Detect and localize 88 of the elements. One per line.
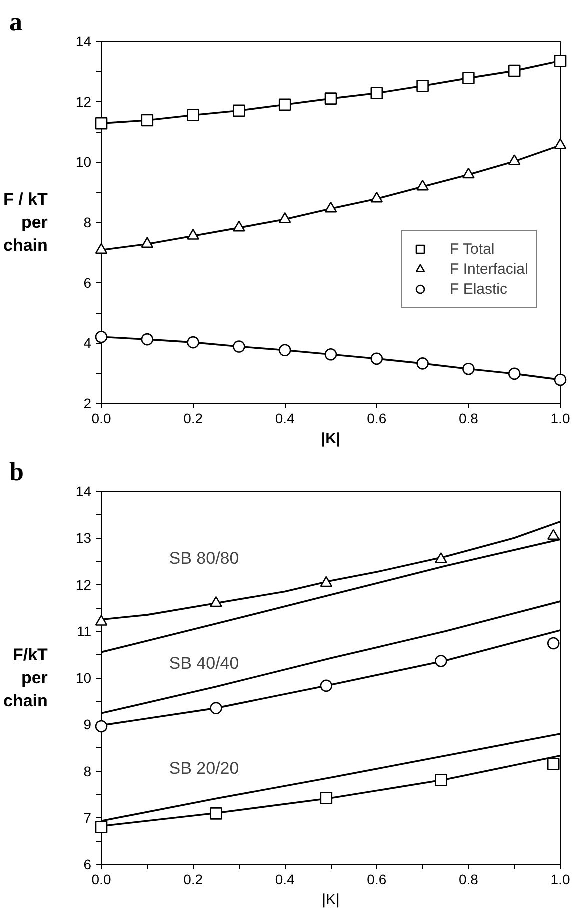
point bbox=[435, 552, 448, 564]
annotation: SB 80/80 bbox=[169, 548, 240, 568]
y-axis-title: F/kT per chain bbox=[4, 646, 49, 710]
point bbox=[320, 680, 333, 692]
y-tick-label: 8 bbox=[84, 214, 92, 230]
x-tick-label: 0.0 bbox=[92, 410, 112, 426]
legend-label: F Total bbox=[450, 240, 495, 258]
point bbox=[95, 243, 108, 254]
point bbox=[416, 80, 429, 92]
x-axis-title: |K| bbox=[322, 892, 340, 908]
x-axis-title: |K| bbox=[321, 430, 341, 448]
point bbox=[416, 358, 429, 370]
y-tick-label: 14 bbox=[76, 34, 92, 50]
x-tick-label: 1.0 bbox=[550, 872, 570, 888]
point bbox=[95, 615, 108, 626]
y-tick-label: 4 bbox=[84, 335, 92, 352]
y-tick-label: 14 bbox=[76, 484, 92, 500]
x-tick-label: 1.0 bbox=[550, 410, 570, 426]
point bbox=[462, 168, 475, 179]
point bbox=[278, 344, 292, 357]
point bbox=[233, 220, 246, 232]
point bbox=[187, 229, 200, 240]
point bbox=[554, 138, 567, 150]
point bbox=[370, 352, 384, 365]
x-tick-label: 0.2 bbox=[184, 872, 204, 888]
point bbox=[554, 374, 567, 386]
y-tick-label: 12 bbox=[76, 94, 92, 110]
point bbox=[141, 114, 154, 127]
point bbox=[187, 109, 200, 122]
point bbox=[462, 362, 475, 376]
point bbox=[547, 529, 560, 540]
point bbox=[233, 340, 246, 353]
y-tick-label: 11 bbox=[76, 623, 92, 640]
x-tick-label: 0.4 bbox=[275, 872, 296, 888]
x-tick-label: 0.8 bbox=[458, 872, 479, 888]
x-tick-label: 0.0 bbox=[92, 872, 112, 888]
point bbox=[508, 64, 521, 78]
point bbox=[187, 336, 200, 349]
point bbox=[508, 154, 521, 166]
point bbox=[320, 576, 333, 588]
point bbox=[210, 808, 222, 820]
y-tick-label: 6 bbox=[84, 274, 92, 291]
y-tick-label: 10 bbox=[76, 154, 92, 170]
point bbox=[547, 637, 560, 650]
x-tick-label: 0.2 bbox=[184, 410, 204, 426]
annotation: SB 20/20 bbox=[169, 759, 240, 778]
point bbox=[210, 596, 222, 608]
point bbox=[547, 758, 560, 770]
point bbox=[278, 212, 292, 224]
point bbox=[370, 192, 384, 203]
y-tick-label: 8 bbox=[84, 763, 92, 780]
point bbox=[416, 180, 429, 191]
point bbox=[210, 702, 222, 714]
y-tick-label: 9 bbox=[84, 716, 92, 733]
x-tick-label: 0.6 bbox=[367, 410, 387, 426]
x-tick-label: 0.6 bbox=[367, 872, 387, 888]
point bbox=[324, 348, 338, 361]
point bbox=[95, 117, 108, 130]
x-tick-label: 0.8 bbox=[458, 410, 479, 426]
point bbox=[435, 774, 448, 786]
x-tick-label: 0.4 bbox=[275, 410, 296, 426]
point bbox=[508, 368, 521, 380]
point bbox=[141, 237, 154, 248]
annotation: SB 40/40 bbox=[169, 654, 240, 673]
point bbox=[435, 655, 448, 668]
chart-title: a bbox=[10, 8, 22, 36]
point bbox=[95, 720, 108, 733]
point bbox=[554, 54, 567, 68]
point bbox=[462, 72, 475, 84]
y-tick-label: 13 bbox=[76, 530, 92, 546]
point bbox=[95, 330, 108, 344]
point bbox=[95, 821, 108, 834]
point bbox=[324, 202, 338, 213]
y-tick-label: 12 bbox=[76, 576, 92, 593]
chart-title: b bbox=[10, 458, 24, 486]
point bbox=[141, 333, 154, 346]
point bbox=[324, 92, 338, 105]
point bbox=[370, 87, 384, 100]
point bbox=[233, 104, 246, 118]
point bbox=[320, 792, 333, 804]
legend-label: F Interfacial bbox=[450, 260, 528, 278]
point bbox=[278, 98, 292, 111]
y-axis-title: F / kT per chain bbox=[4, 190, 49, 255]
y-tick-label: 7 bbox=[84, 810, 92, 826]
y-tick-label: 2 bbox=[84, 396, 92, 412]
legend-label: F Elastic bbox=[450, 280, 508, 298]
y-tick-label: 10 bbox=[76, 670, 92, 686]
y-tick-label: 6 bbox=[84, 856, 92, 872]
